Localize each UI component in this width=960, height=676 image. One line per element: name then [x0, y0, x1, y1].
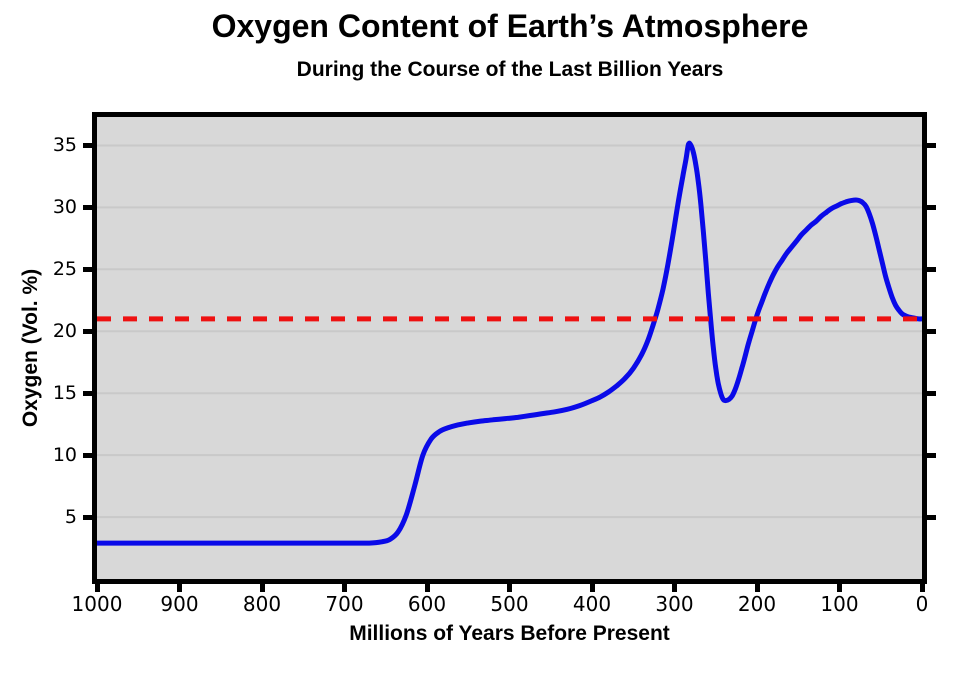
x-tick [672, 584, 677, 592]
y-tick-left [83, 328, 92, 334]
x-tick-label: 700 [325, 592, 364, 616]
y-tick-label: 10 [52, 444, 77, 467]
x-tick-label: 600 [407, 592, 447, 616]
y-tick-left [83, 204, 92, 210]
y-tick-right [927, 142, 936, 148]
y-tick-label: 30 [52, 196, 77, 219]
x-tick [837, 584, 842, 592]
y-tick-left [83, 514, 92, 520]
chart-title: Oxygen Content of Earth’s Atmosphere [211, 8, 809, 44]
y-tick-right [927, 514, 936, 520]
x-tick-label: 200 [737, 592, 777, 616]
x-tick [507, 584, 512, 592]
x-tick [589, 584, 595, 592]
x-tick [424, 584, 430, 592]
y-tick-label: 5 [64, 506, 77, 529]
y-tick-left [83, 390, 92, 396]
x-tick-label: 100 [820, 592, 859, 616]
x-tick-label: 0 [915, 592, 929, 616]
x-tick-label: 300 [655, 592, 694, 616]
y-tick-label: 15 [52, 382, 77, 405]
y-tick-right [927, 390, 936, 396]
y-tick-label: 35 [52, 134, 77, 157]
y-tick-left [83, 142, 92, 148]
x-tick [259, 584, 265, 592]
x-tick [754, 584, 760, 592]
y-tick-right [927, 328, 936, 334]
y-tick-right [927, 452, 936, 458]
x-axis-label: Millions of Years Before Present [349, 622, 670, 645]
chart-subtitle: During the Course of the Last Billion Ye… [296, 58, 724, 81]
oxygen-curve [97, 140, 922, 546]
x-tick [177, 584, 182, 592]
x-tick-label: 400 [572, 592, 612, 616]
x-tick [94, 584, 100, 592]
y-tick-label: 20 [52, 320, 77, 343]
y-tick-left [83, 452, 92, 458]
x-tick [919, 584, 925, 592]
y-tick-label: 25 [52, 258, 77, 281]
plot-area [92, 112, 927, 584]
x-tick-label: 800 [242, 592, 282, 616]
plot-svg [97, 117, 922, 579]
x-tick-label: 900 [160, 592, 199, 616]
x-tick [342, 584, 347, 592]
x-tick-label: 1000 [71, 592, 123, 616]
y-tick-right [927, 204, 936, 210]
y-tick-left [83, 266, 92, 272]
x-tick-label: 500 [490, 592, 529, 616]
y-tick-right [927, 266, 936, 272]
